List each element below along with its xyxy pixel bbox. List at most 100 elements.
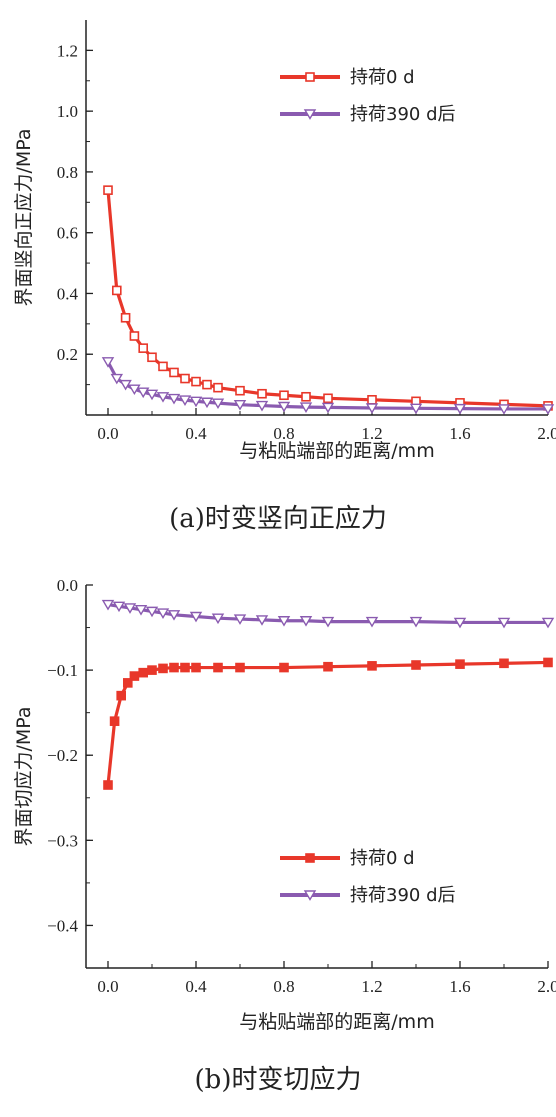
data-point (156, 608, 170, 619)
data-point (279, 662, 289, 673)
data-point (147, 352, 157, 363)
data-point (499, 658, 509, 669)
data-point (367, 661, 377, 671)
data-point (147, 665, 157, 675)
data-point (134, 604, 148, 616)
data-point (112, 285, 122, 296)
data-point (409, 616, 423, 628)
y-axis-title: 界面切应力/MPa (13, 706, 35, 846)
data-point (213, 662, 223, 673)
data-point (409, 403, 423, 415)
data-point (169, 367, 179, 378)
series-1 (101, 599, 555, 629)
data-point (103, 780, 113, 790)
x-tick-label: 1.2 (361, 977, 382, 996)
legend-marker (303, 890, 317, 901)
data-point (123, 603, 137, 614)
legend-label: 持荷390 d后 (350, 885, 456, 906)
data-point (497, 404, 511, 415)
data-point (299, 402, 313, 413)
y-tick-label: −0.4 (47, 916, 78, 935)
data-point (541, 404, 555, 415)
y-tick-label: 0.0 (57, 576, 78, 595)
data-point (123, 678, 133, 688)
chart-caption: (b)时变切应力 (195, 1065, 362, 1095)
x-tick-label: 0.4 (185, 424, 207, 443)
data-point (180, 373, 190, 384)
data-point (158, 663, 168, 674)
x-tick-label: 1.6 (449, 977, 470, 996)
data-point (119, 379, 132, 391)
x-tick-label: 0.8 (273, 977, 294, 996)
data-point (167, 610, 181, 621)
data-point (138, 343, 148, 353)
data-point (145, 389, 159, 401)
chart-vertical-normal-stress: 0.0 0.4 0.8 1.2 1.6 2.00.20.40.60.81.01.2与粘贴端… (13, 20, 556, 534)
data-point (211, 613, 225, 625)
data-point (411, 660, 421, 670)
data-point (235, 662, 245, 673)
data-point (299, 616, 313, 627)
x-tick-label: 2.0 (537, 424, 556, 443)
data-point (191, 662, 201, 673)
data-point (180, 662, 190, 673)
chart-shear-stress: 0.0 0.4 0.8 1.2 1.6 2.0 0.0 −0.1 −0.2 −0.3 −0.4 与粘贴… (13, 576, 556, 1095)
data-point (116, 690, 126, 701)
data-point (321, 402, 335, 414)
y-tick-label: 0.8 (57, 163, 78, 182)
y-tick-label: −0.3 (47, 831, 78, 850)
data-point (255, 615, 269, 626)
y-tick-label: −0.2 (47, 746, 78, 765)
data-point (189, 611, 203, 623)
data-point (120, 312, 131, 323)
data-point (129, 671, 140, 681)
y-tick-label: 0.4 (57, 284, 79, 303)
data-point (211, 398, 225, 410)
x-tick-label: 1.2 (361, 424, 382, 443)
data-point (543, 657, 553, 668)
data-point (279, 390, 289, 401)
legend-label: 持荷0 d (350, 848, 415, 869)
data-point (455, 659, 465, 669)
data-point (323, 661, 333, 672)
data-point (233, 399, 247, 411)
series-1 (101, 357, 555, 415)
data-point (129, 331, 140, 341)
data-point (257, 388, 267, 399)
data-point (235, 385, 245, 396)
data-point (365, 403, 379, 414)
data-point (101, 357, 115, 368)
data-point (191, 376, 201, 387)
x-tick-label: 2.0 (537, 977, 556, 996)
data-point (453, 617, 467, 629)
legend-marker (303, 109, 317, 120)
series-line (106, 190, 549, 408)
x-tick-label: 0.0 (97, 977, 118, 996)
x-tick-label: 0.4 (185, 977, 207, 996)
x-tick-label: 1.6 (449, 424, 470, 443)
legend-label: 持荷0 d (350, 67, 415, 88)
data-point (169, 662, 179, 673)
x-axis-title: 与粘贴端部的距离/mm (239, 1011, 434, 1033)
data-point (277, 401, 291, 413)
legend-entry: 持荷0 d (280, 67, 415, 88)
data-point (128, 384, 141, 396)
data-point (101, 599, 115, 611)
legend-marker (305, 853, 315, 863)
x-tick-label: 0.8 (273, 424, 294, 443)
data-point (323, 393, 333, 404)
data-point (109, 716, 120, 726)
legend-entry: 持荷390 d后 (280, 104, 456, 125)
data-point (365, 616, 379, 628)
data-point (277, 616, 291, 627)
data-point (112, 601, 126, 613)
data-point (156, 392, 170, 403)
data-point (189, 396, 203, 408)
x-axis-title: 与粘贴端部的距离/mm (239, 440, 434, 462)
data-point (103, 185, 113, 195)
data-point (233, 614, 247, 625)
y-tick-label: 0.2 (57, 345, 78, 364)
legend-entry: 持荷0 d (280, 848, 415, 869)
data-point (110, 373, 124, 385)
